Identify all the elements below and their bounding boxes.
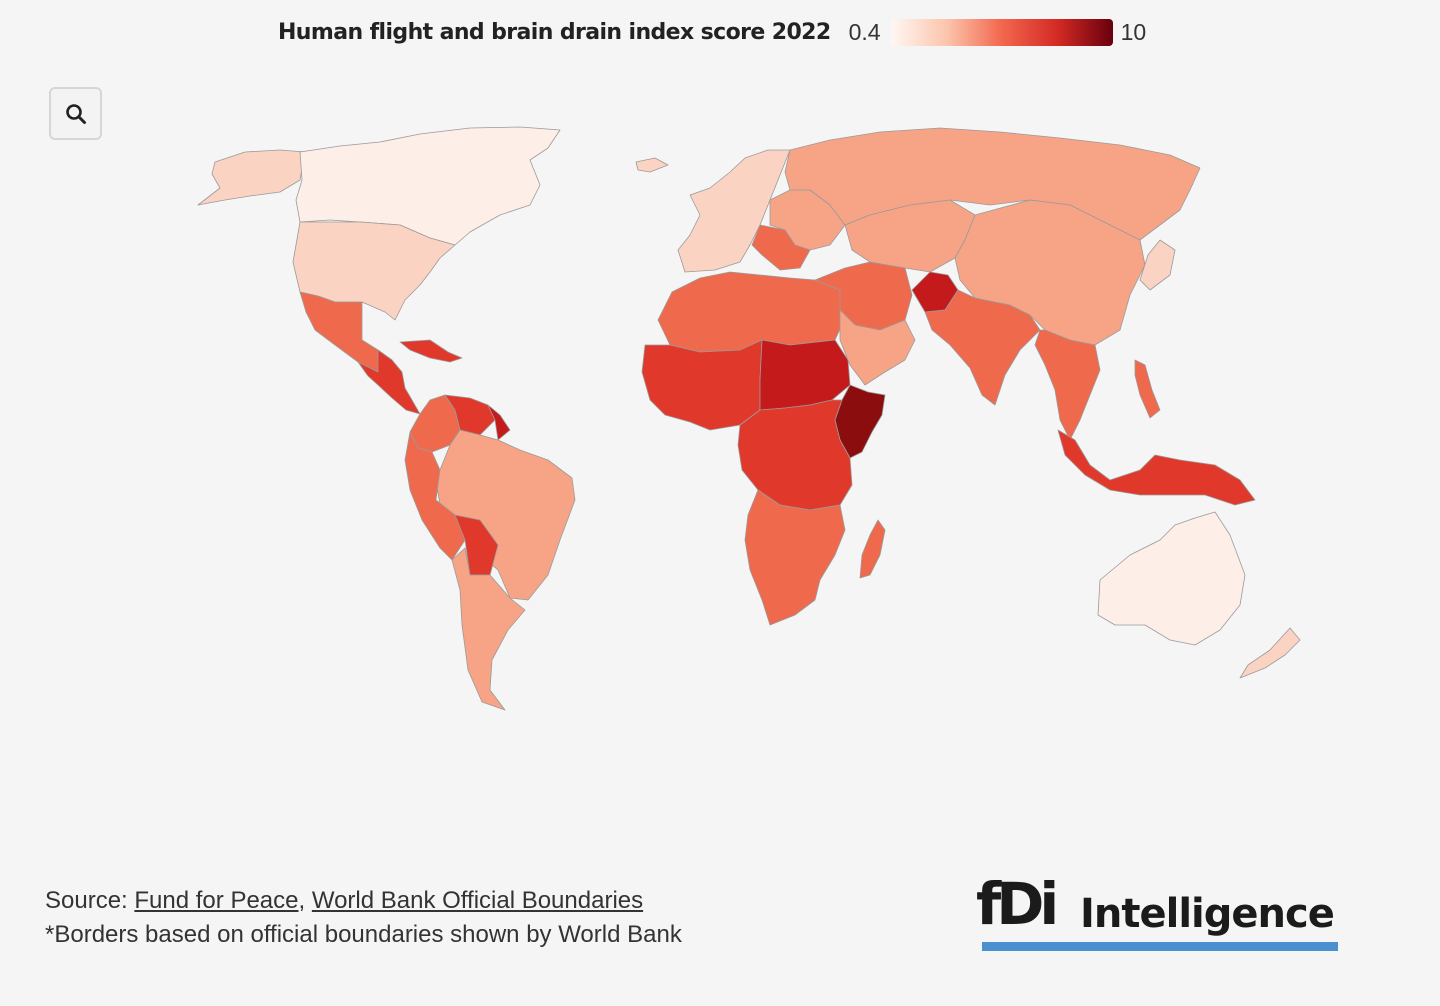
region-sahel[interactable] bbox=[641, 339, 763, 431]
region-central-africa[interactable] bbox=[737, 399, 853, 511]
region-philippines[interactable] bbox=[1134, 359, 1161, 419]
source-footer: Source: Fund for Peace, World Bank Offic… bbox=[45, 884, 682, 952]
source-link-fund-for-peace[interactable]: Fund for Peace bbox=[134, 887, 299, 914]
logo-wordmark: Intelligence bbox=[1080, 891, 1335, 937]
region-southeast-asia[interactable] bbox=[1034, 329, 1101, 441]
legend-color-bar bbox=[890, 18, 1113, 46]
region-caribbean[interactable] bbox=[399, 339, 463, 363]
region-arabian-peninsula[interactable] bbox=[839, 309, 916, 386]
fdi-intelligence-logo: fDi Intelligence bbox=[976, 872, 1340, 954]
region-canada[interactable] bbox=[295, 126, 561, 246]
logo-mark: fDi bbox=[976, 870, 1059, 938]
region-indonesia-png[interactable] bbox=[1057, 429, 1256, 506]
legend-min-label: 0.4 bbox=[848, 18, 881, 45]
search-icon bbox=[65, 103, 86, 124]
region-south-asia[interactable] bbox=[924, 289, 1041, 406]
region-madagascar[interactable] bbox=[859, 519, 886, 579]
region-southern-africa[interactable] bbox=[744, 489, 846, 626]
source-link-world-bank[interactable]: World Bank Official Boundaries bbox=[311, 887, 644, 914]
region-australia[interactable] bbox=[1097, 511, 1246, 646]
logo-underline bbox=[982, 942, 1338, 951]
legend-max-label: 10 bbox=[1120, 18, 1147, 45]
region-china-mongolia[interactable] bbox=[954, 199, 1146, 346]
region-japan-korea[interactable] bbox=[1139, 239, 1176, 291]
source-separator: , bbox=[298, 887, 312, 914]
region-brazil[interactable] bbox=[435, 429, 576, 601]
borders-note: *Borders based on official boundaries sh… bbox=[45, 921, 682, 948]
region-balkans[interactable] bbox=[751, 224, 811, 271]
region-venezuela[interactable] bbox=[444, 394, 496, 436]
region-north-africa[interactable] bbox=[657, 271, 846, 353]
region-guyana[interactable] bbox=[487, 404, 511, 441]
region-southern-cone[interactable] bbox=[451, 547, 526, 711]
region-iceland[interactable] bbox=[635, 157, 669, 173]
legend-title: Human flight and brain drain index score… bbox=[278, 19, 831, 45]
region-new-zealand[interactable] bbox=[1239, 627, 1301, 679]
region-sudan-chad[interactable] bbox=[759, 339, 851, 411]
zoom-button[interactable] bbox=[49, 87, 102, 140]
legend: Human flight and brain drain index score… bbox=[278, 14, 1146, 50]
region-alaska[interactable] bbox=[197, 149, 306, 206]
source-line: Source: Fund for Peace, World Bank Offic… bbox=[45, 884, 682, 918]
region-central-america[interactable] bbox=[357, 349, 421, 415]
source-label: Source: bbox=[45, 887, 135, 914]
